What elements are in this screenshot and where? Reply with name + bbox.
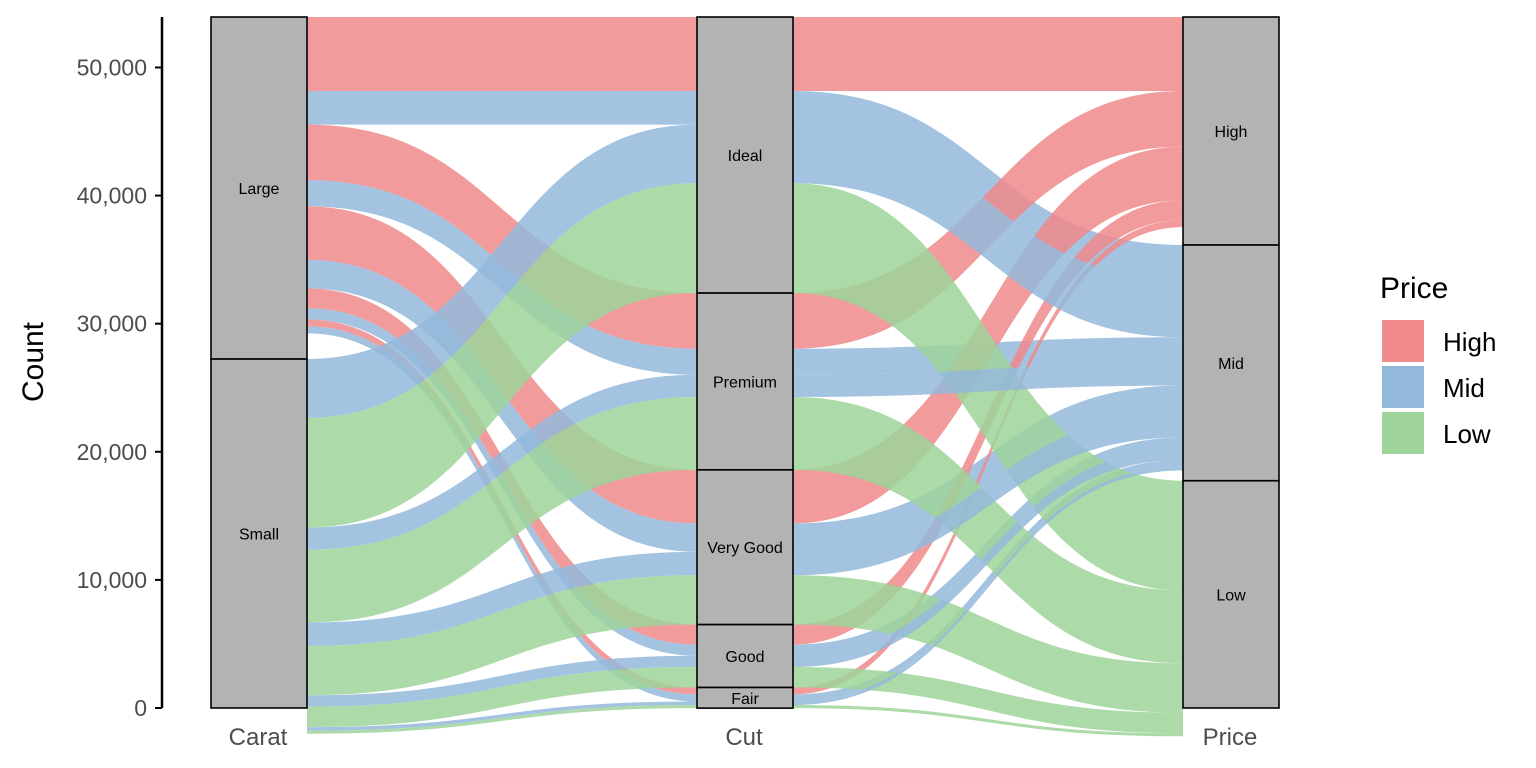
stratum-label: Ideal	[728, 148, 763, 165]
legend-label: Mid	[1443, 373, 1485, 403]
stratum-cut-fair	[696, 686, 794, 709]
flow-cut-price	[793, 667, 1183, 734]
flow-carat-cut	[307, 575, 697, 696]
stratum-price-high	[1182, 16, 1280, 246]
legend-swatch-mid	[1382, 366, 1424, 408]
stratum-label: Low	[1216, 587, 1246, 604]
stratum-carat-small	[210, 358, 308, 709]
y-tick-label: 10,000	[77, 567, 147, 593]
y-tick-label: 20,000	[77, 439, 147, 465]
flows-layer	[307, 17, 1183, 737]
stratum-price-low	[1182, 479, 1280, 709]
flow-cut-price	[793, 466, 1183, 706]
stratum-label: Large	[239, 181, 280, 198]
stratum-price-mid	[1182, 244, 1280, 482]
y-tick-label: 40,000	[77, 183, 147, 209]
stratum-cut-premium	[696, 292, 794, 471]
flow-cut-price	[793, 413, 1183, 576]
stratum-cut-very-good	[696, 469, 794, 626]
flow-carat-cut	[307, 17, 697, 92]
y-axis-title: Count	[17, 321, 50, 402]
legend-label: High	[1443, 327, 1496, 357]
stratum-label: Good	[725, 649, 764, 666]
flow-cut-price	[793, 385, 1183, 552]
stratum-label: Small	[239, 527, 279, 544]
flow-cut-price	[793, 575, 1183, 713]
legend-swatch-low	[1382, 412, 1424, 454]
stratum-cut-ideal	[696, 16, 794, 294]
flow-cut-price	[793, 396, 1183, 664]
flow-carat-cut	[307, 551, 697, 646]
flow-carat-cut	[307, 667, 697, 728]
legend-swatch-high	[1382, 320, 1424, 362]
flow-cut-price	[793, 124, 1183, 338]
flow-cut-price	[793, 17, 1183, 92]
flow-carat-cut	[307, 183, 697, 528]
stratum-carat-large	[210, 16, 308, 360]
flow-carat-cut	[307, 396, 697, 623]
flow-carat-cut	[307, 701, 697, 731]
stratum-label: Very Good	[707, 540, 783, 557]
legend-title: Price	[1380, 272, 1448, 305]
y-tick-label: 50,000	[77, 54, 147, 80]
flow-carat-cut	[307, 655, 697, 707]
stratum-label: Mid	[1218, 356, 1244, 373]
flow-cut-price	[793, 220, 1183, 695]
flow-cut-price	[793, 363, 1183, 397]
y-axis: 0 10,000 20,000 30,000 40,000 50,000	[77, 17, 164, 721]
y-tick-label: 0	[134, 695, 147, 721]
flow-carat-cut	[307, 705, 697, 734]
stratum-label: Premium	[713, 374, 777, 391]
flow-carat-cut	[307, 124, 697, 418]
flow-cut-price	[793, 448, 1183, 668]
stratum-label: Fair	[731, 691, 759, 708]
y-tick-label: 30,000	[77, 311, 147, 337]
x-tick-label: Cut	[725, 724, 763, 751]
strata-layer: Large Small Ideal Premium Very Good Good Fair H…	[210, 16, 1280, 709]
x-tick-label: Carat	[229, 724, 288, 751]
flow-carat-cut	[307, 91, 697, 125]
legend: Price High Mid Low	[1380, 272, 1496, 454]
flow-cut-price	[793, 459, 1183, 702]
x-tick-label: Price	[1203, 724, 1258, 751]
legend-label: Low	[1443, 419, 1491, 449]
x-axis: Carat Cut Price	[229, 724, 1258, 751]
flow-carat-cut	[307, 374, 697, 550]
flow-cut-price	[793, 705, 1183, 737]
stratum-label: High	[1215, 124, 1248, 141]
